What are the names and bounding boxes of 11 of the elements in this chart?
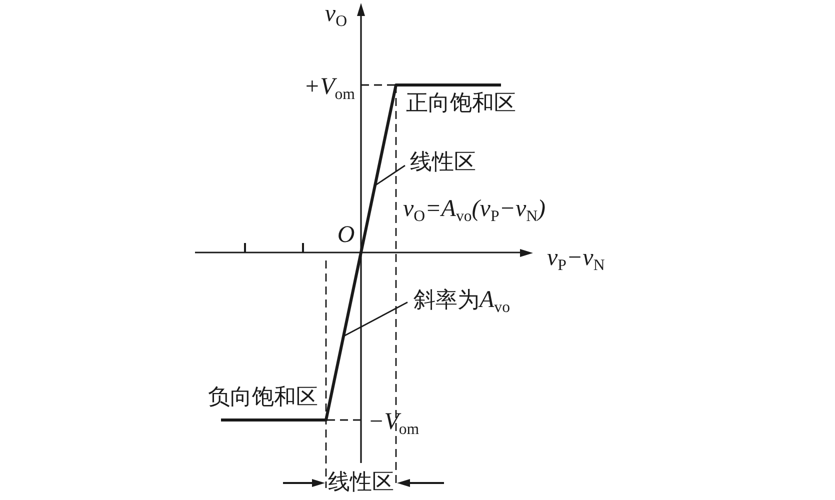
ref-line-label: −V$_{om}$ [368, 409, 420, 438]
ref-line-label: +V$_{om}$ [304, 74, 355, 103]
annotation: 线性区 [410, 150, 476, 176]
annotation: 正向饱和区 [406, 90, 516, 116]
text: 线性区 [328, 470, 394, 495]
annotation: 斜率为A$_{vo}$ [414, 287, 510, 316]
annotation: 负向饱和区 [208, 385, 318, 410]
text: v$_{O}$=A$_{vo}$(v$_{P}$−v$_{N}$) [403, 196, 546, 224]
y-axis-title: v$_{O}$ [324, 1, 347, 30]
annotation: O [337, 222, 355, 248]
x-axis-title: v$_{P}$−v$_{N}$ [547, 244, 605, 274]
